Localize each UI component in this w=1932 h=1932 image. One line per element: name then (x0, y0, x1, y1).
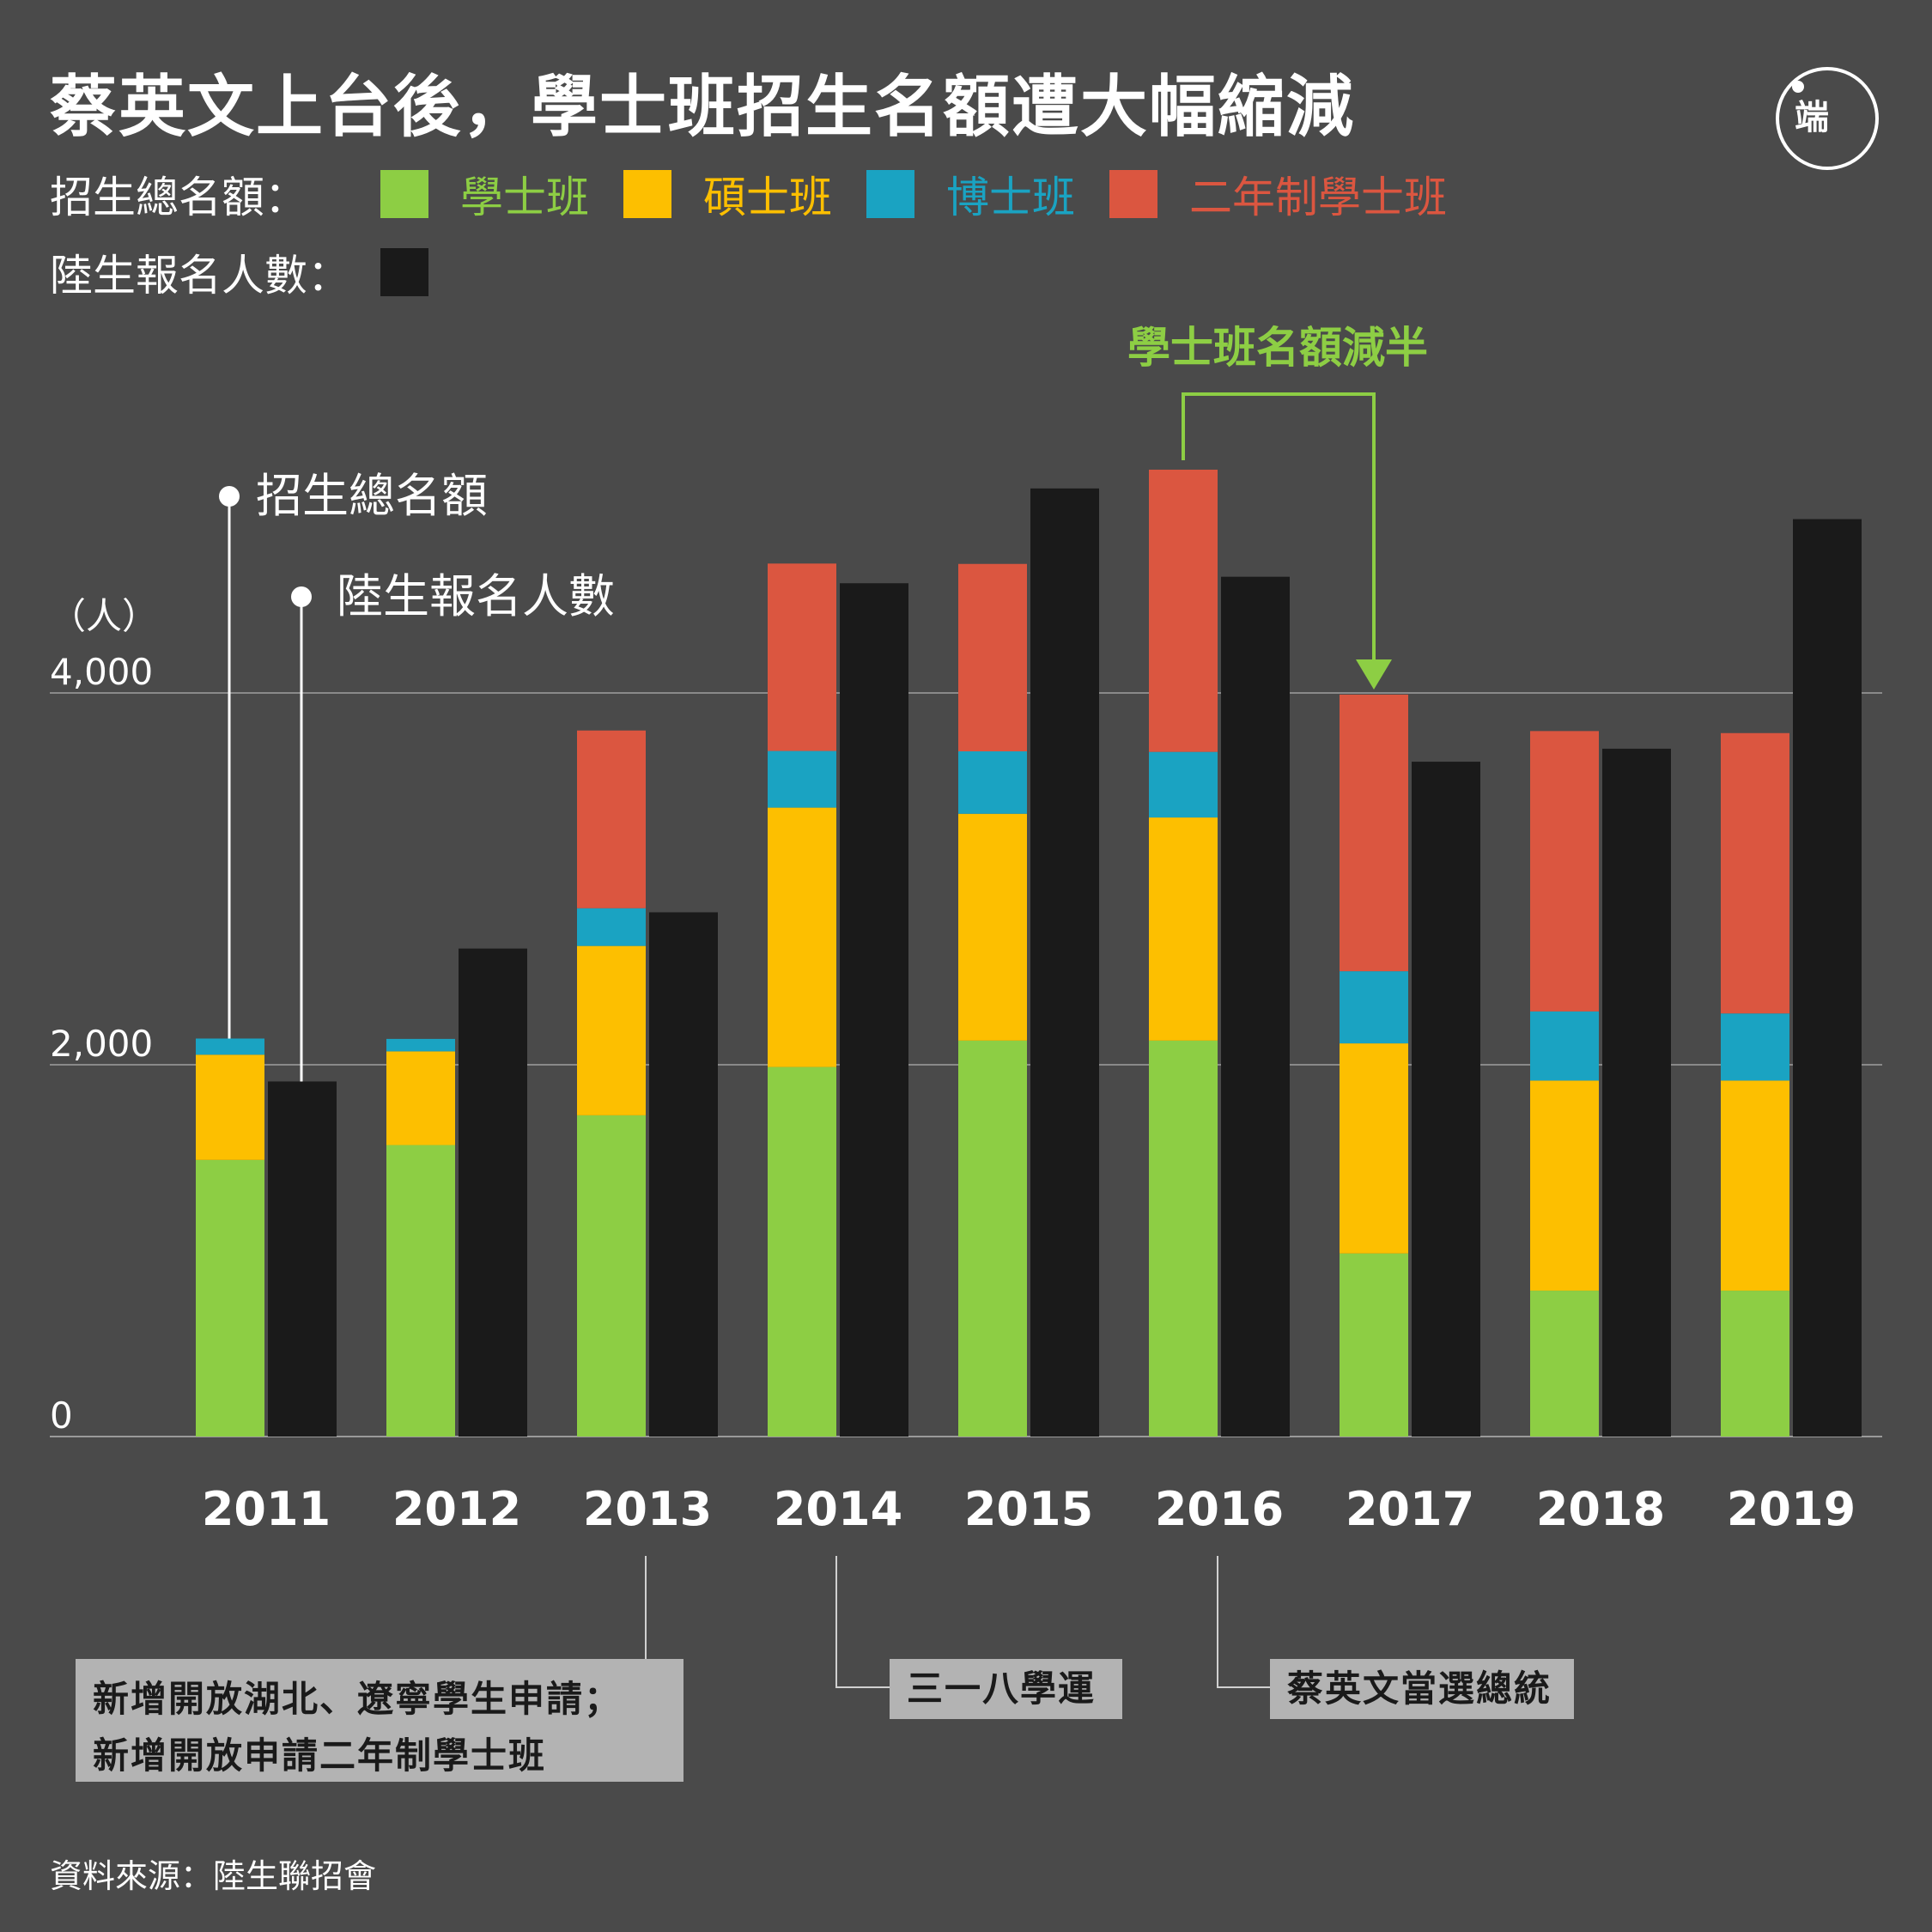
bar-2015-segment-0 (958, 1040, 1027, 1437)
bar-2012-segment-2 (386, 1038, 455, 1052)
logo-glyph: 端 (1795, 98, 1829, 137)
bar-2013-applicants (649, 912, 718, 1437)
legend-text-twoyear: 二年制學士班 (1189, 173, 1447, 222)
bar-2014-segment-2 (768, 750, 836, 808)
bar-2018-segment-1 (1530, 1080, 1599, 1291)
legend-text-phd: 博士班 (946, 173, 1075, 222)
annotation-2013-line2: 新增開放申請二年制學士班 (93, 1735, 547, 1777)
bar-2017-segment-1 (1340, 1043, 1408, 1254)
y-axis-unit: （人） (50, 595, 158, 637)
bar-2014-applicants (840, 583, 908, 1437)
bar-2016-segment-1 (1149, 817, 1218, 1041)
legend-swatch-bachelor (380, 170, 428, 218)
legend-swatch-twoyear (1109, 170, 1157, 218)
bar-2016-segment-2 (1149, 751, 1218, 818)
y-tick-label: 2,000 (50, 1023, 153, 1065)
legend-applicants: 陸生報名人數： (50, 246, 428, 301)
callout-label: 學士班名額減半 (1127, 323, 1428, 373)
chart-title: 蔡英文上台後，學士班招生名額遭大幅縮減 (50, 69, 1356, 146)
pointer-dot-quota (219, 486, 240, 507)
legend-swatch-phd (866, 170, 914, 218)
bar-2017-segment-2 (1340, 971, 1408, 1044)
annotation-box-2016: 蔡英文當選總統 (1270, 1659, 1574, 1719)
bar-2011-segment-0 (196, 1159, 264, 1437)
bar-2017-applicants (1412, 762, 1480, 1437)
bar-2011-applicants (268, 1081, 337, 1437)
annotation-2013-line1: 新增開放湖北、遼寧學生申請； (93, 1678, 623, 1720)
bar-2013-segment-1 (577, 945, 646, 1115)
x-tick-label-2012: 2012 (392, 1482, 521, 1536)
x-tick-label-2015: 2015 (964, 1482, 1093, 1536)
x-tick-label-2013: 2013 (583, 1482, 712, 1536)
bar-2014-segment-0 (768, 1066, 836, 1437)
pointer-label-applicants: 陸生報名人數 (337, 569, 615, 623)
x-tick-label-2019: 2019 (1727, 1482, 1856, 1536)
y-tick-label: 4,000 (50, 651, 153, 693)
legend-quota: 招生總名額： 學士班 碩士班 博士班 二年制學士班 (50, 168, 1447, 222)
bar-2015-segment-1 (958, 813, 1027, 1041)
bar-2014-segment-1 (768, 807, 836, 1067)
callout-bracket (1182, 392, 1376, 659)
bar-2013-segment-2 (577, 908, 646, 946)
legend-quota-label: 招生總名額： (50, 173, 307, 222)
x-tick-label-2016: 2016 (1155, 1482, 1284, 1536)
bar-2019-segment-3 (1721, 732, 1789, 1014)
legend-item-twoyear: 二年制學士班 (1109, 163, 1447, 225)
callout-arrowhead (1356, 659, 1392, 690)
bar-2018-segment-3 (1530, 731, 1599, 1012)
bar-2011-segment-2 (196, 1038, 264, 1055)
legend-item-phd: 博士班 (866, 163, 1118, 225)
annotation-box-2013: 新增開放湖北、遼寧學生申請； 新增開放申請二年制學士班 (76, 1659, 683, 1782)
bar-2018-segment-2 (1530, 1011, 1599, 1081)
bar-2018-segment-0 (1530, 1291, 1599, 1437)
source-note: 資料來源：陸生聯招會 (50, 1857, 377, 1895)
bar-2019-applicants (1793, 519, 1862, 1437)
x-tick-label-2014: 2014 (774, 1482, 902, 1536)
x-tick-label-2018: 2018 (1536, 1482, 1665, 1536)
legend-text-bachelor: 學士班 (460, 173, 589, 222)
annotation-box-2014: 三一八學運 (890, 1659, 1122, 1719)
bar-2019-segment-1 (1721, 1080, 1789, 1291)
bar-2016-applicants (1221, 576, 1290, 1437)
annotation-2016-text: 蔡英文當選總統 (1287, 1668, 1552, 1710)
legend-text-master: 碩士班 (703, 173, 832, 222)
logo-dot (1792, 81, 1804, 93)
logo: 端 (1776, 67, 1879, 170)
bar-2018-applicants (1602, 748, 1671, 1437)
legend-item-master: 碩士班 (623, 163, 875, 225)
legend-swatch-master (623, 170, 671, 218)
bar-2016-segment-3 (1149, 469, 1218, 752)
legend-applicants-label: 陸生報名人數： (50, 251, 350, 301)
pointer-label-quota: 招生總名額 (256, 469, 488, 523)
annotation-leader-2014 (835, 1556, 890, 1688)
x-tick-label-2017: 2017 (1346, 1482, 1474, 1536)
annotation-2014-text: 三一八學運 (907, 1668, 1097, 1710)
legend-item-bachelor: 學士班 (380, 163, 632, 225)
legend-swatch-applicants (380, 248, 428, 296)
bar-2011-segment-1 (196, 1054, 264, 1160)
pointer-dot-applicants (291, 586, 312, 607)
bar-2016-segment-0 (1149, 1040, 1218, 1437)
bar-2019-segment-0 (1721, 1291, 1789, 1437)
bar-2014-segment-3 (768, 563, 836, 751)
bar-2012-segment-0 (386, 1145, 455, 1437)
bar-2015-segment-3 (958, 563, 1027, 751)
bar-2019-segment-2 (1721, 1013, 1789, 1081)
bar-2017-segment-0 (1340, 1253, 1408, 1437)
x-tick-label-2011: 2011 (202, 1482, 331, 1536)
bar-2017-segment-3 (1340, 694, 1408, 972)
bar-2015-applicants (1030, 488, 1099, 1437)
annotation-leader-2016 (1217, 1556, 1270, 1688)
bar-2013-segment-3 (577, 730, 646, 908)
bar-2013-segment-0 (577, 1115, 646, 1437)
bar-2015-segment-2 (958, 750, 1027, 814)
bar-2012-applicants (459, 948, 527, 1437)
y-tick-label: 0 (50, 1394, 73, 1437)
bar-2012-segment-1 (386, 1051, 455, 1145)
